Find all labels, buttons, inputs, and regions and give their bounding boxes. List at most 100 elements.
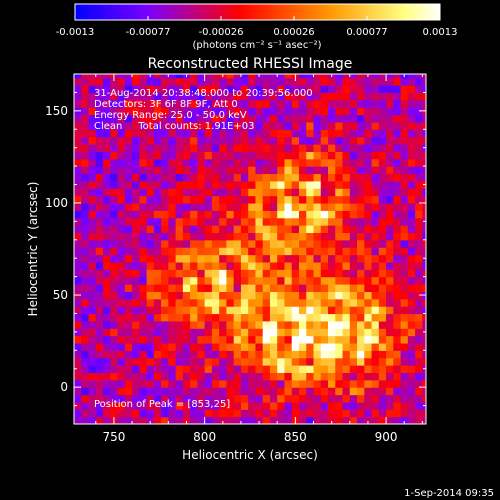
heatmap-cell — [407, 74, 416, 79]
heatmap-cell — [378, 129, 387, 138]
heatmap-cell — [342, 350, 351, 359]
heatmap-cell — [190, 77, 198, 86]
heatmap-cell — [277, 77, 286, 86]
heatmap-cell — [211, 151, 220, 160]
heatmap-cell — [400, 276, 409, 285]
heatmap-cell — [342, 247, 351, 256]
heatmap-cell — [328, 291, 336, 300]
heatmap-cell — [233, 239, 242, 248]
heatmap-cell — [103, 247, 111, 256]
heatmap-cell — [103, 409, 111, 418]
heatmap-cell — [364, 99, 373, 108]
heatmap-cell — [357, 284, 365, 292]
heatmap-cell — [190, 372, 198, 381]
heatmap-cell — [357, 320, 365, 329]
heatmap-cell — [233, 107, 242, 116]
heatmap-cell — [407, 202, 416, 211]
heatmap-cell — [328, 379, 336, 388]
heatmap-cell — [342, 195, 351, 204]
heatmap-cell — [422, 136, 426, 145]
heatmap-cell — [233, 217, 242, 226]
heatmap-cell — [132, 77, 140, 86]
heatmap-cell — [182, 284, 191, 292]
heatmap-cell — [226, 92, 235, 101]
heatmap-cell — [204, 114, 213, 123]
heatmap-cell — [298, 158, 307, 167]
heatmap-cell — [320, 166, 329, 175]
heatmap-cell — [328, 225, 336, 234]
heatmap-cell — [364, 247, 373, 256]
heatmap-cell — [240, 202, 249, 211]
heatmap-cell — [364, 254, 373, 263]
heatmap-cell — [211, 357, 220, 366]
heatmap-cell — [313, 372, 322, 381]
heatmap-cell — [81, 261, 90, 270]
heatmap-cell — [139, 239, 148, 248]
heatmap-cell — [313, 379, 322, 388]
heatmap-cell — [219, 401, 228, 410]
heatmap-cell — [320, 158, 329, 167]
heatmap-cell — [262, 239, 271, 248]
heatmap-cell — [103, 365, 111, 374]
heatmap-cell — [103, 416, 111, 424]
heatmap-cell — [211, 107, 220, 116]
heatmap-cell — [415, 247, 423, 256]
heatmap-cell — [357, 335, 365, 344]
heatmap-cell — [182, 379, 191, 388]
heatmap-cell — [386, 379, 394, 388]
heatmap-cell — [298, 188, 307, 197]
heatmap-cell — [226, 77, 235, 86]
heatmap-cell — [182, 261, 191, 270]
heatmap-cell — [328, 136, 336, 145]
heatmap-cell — [415, 306, 423, 315]
heatmap-cell — [262, 335, 271, 344]
heatmap-cell — [357, 394, 365, 403]
heatmap-cell — [161, 129, 169, 138]
heatmap-cell — [277, 129, 286, 138]
heatmap-cell — [284, 217, 293, 226]
heatmap-cell — [153, 225, 162, 234]
heatmap-cell — [335, 416, 344, 424]
heatmap-cell — [284, 328, 293, 337]
heatmap-cell — [211, 379, 220, 388]
heatmap-cell — [240, 291, 249, 300]
heatmap-cell — [342, 166, 351, 175]
heatmap-cell — [124, 85, 133, 94]
heatmap-cell — [269, 261, 278, 270]
heatmap-cell — [298, 328, 307, 337]
heatmap-cell — [284, 151, 293, 160]
heatmap-cell — [262, 225, 271, 234]
heatmap-cell — [190, 144, 198, 152]
heatmap-cell — [313, 85, 322, 94]
heatmap-cell — [291, 92, 300, 101]
heatmap-cell — [110, 320, 119, 329]
heatmap-cell — [161, 114, 169, 123]
heatmap-cell — [291, 284, 300, 292]
heatmap-cell — [95, 77, 104, 86]
heatmap-cell — [175, 166, 184, 175]
heatmap-cell — [306, 394, 315, 403]
heatmap-cell — [262, 158, 271, 167]
heatmap-cell — [320, 85, 329, 94]
heatmap-cell — [415, 372, 423, 381]
heatmap-cell — [233, 180, 242, 189]
heatmap-cell — [204, 401, 213, 410]
heatmap-cell — [371, 136, 380, 145]
heatmap-cell — [335, 173, 344, 182]
heatmap-cell — [400, 284, 409, 292]
heatmap-cell — [378, 166, 387, 175]
heatmap-cell — [298, 291, 307, 300]
heatmap-cell — [400, 232, 409, 241]
heatmap-cell — [328, 394, 336, 403]
heatmap-cell — [284, 284, 293, 292]
heatmap-cell — [103, 335, 111, 344]
heatmap-cell — [226, 291, 235, 300]
heatmap-cell — [124, 298, 133, 307]
heatmap-cell — [146, 77, 155, 86]
heatmap-cell — [233, 247, 242, 256]
heatmap-cell — [364, 77, 373, 86]
heatmap-cell — [255, 188, 264, 197]
heatmap-cell — [313, 394, 322, 403]
heatmap-cell — [117, 173, 126, 182]
heatmap-cell — [88, 276, 97, 285]
